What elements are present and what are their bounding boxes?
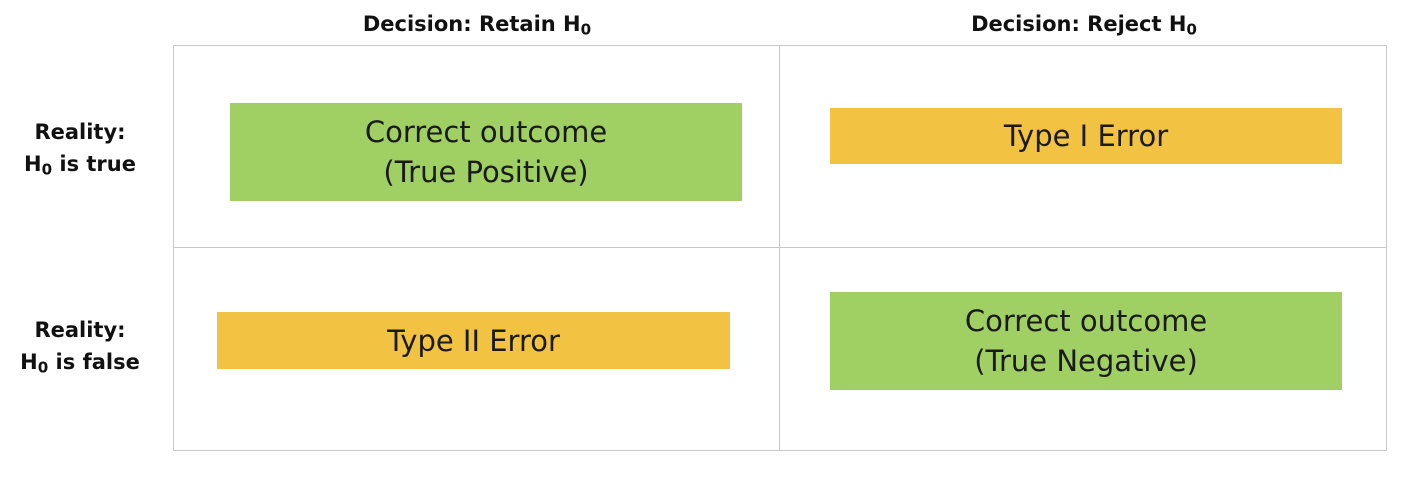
column-header-reject-text: Decision: Reject H <box>971 12 1187 36</box>
row-header-h0-false: Reality: H0 is false <box>0 314 160 378</box>
row-header-true-line1: Reality: <box>34 120 126 144</box>
cell-type-ii-error: Type II Error <box>217 312 730 369</box>
cell-true-reject-line1: Type I Error <box>1003 119 1169 153</box>
decision-matrix-grid <box>173 45 1387 451</box>
cell-correct-outcome-true-negative: Correct outcome (True Negative) <box>830 292 1342 390</box>
column-header-retain-text: Decision: Retain H <box>362 12 581 36</box>
row-header-true-line2: H0 is true <box>0 148 160 180</box>
row-header-false-line2: H0 is false <box>0 346 160 378</box>
row-header-h0-true: Reality: H0 is true <box>0 116 160 180</box>
cell-false-retain-line1: Type II Error <box>387 323 560 358</box>
row-header-false-subscript: 0 <box>37 358 49 377</box>
grid-vertical-divider <box>779 45 780 451</box>
column-header-reject: Decision: Reject H0 <box>780 8 1388 40</box>
row-header-true-h: H <box>23 152 42 176</box>
cell-false-reject-line1: Correct outcome <box>964 304 1208 338</box>
row-header-false-h: H <box>20 350 38 374</box>
row-header-true-suffix: is true <box>52 152 136 176</box>
row-header-false-suffix: is false <box>48 350 140 374</box>
column-header-reject-subscript: 0 <box>1186 20 1197 39</box>
cell-type-i-error: Type I Error <box>830 108 1342 164</box>
cell-false-reject-line2: (True Negative) <box>974 344 1198 378</box>
cell-true-retain-line1: Correct outcome <box>364 115 608 149</box>
column-header-retain-subscript: 0 <box>580 20 592 39</box>
row-header-false-line1: Reality: <box>34 318 126 342</box>
row-header-true-subscript: 0 <box>41 160 53 179</box>
cell-true-retain-line2: (True Positive) <box>383 155 589 189</box>
cell-correct-outcome-true-positive: Correct outcome (True Positive) <box>230 103 742 201</box>
grid-horizontal-divider <box>173 247 1387 248</box>
column-header-retain: Decision: Retain H0 <box>174 8 780 40</box>
